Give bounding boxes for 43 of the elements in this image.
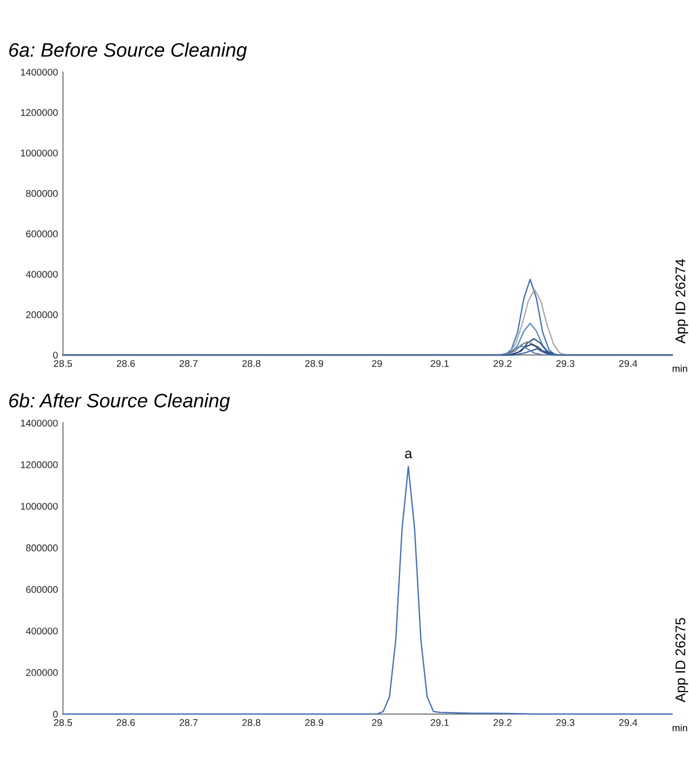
x-tick-label: 29 xyxy=(372,719,382,726)
y-tick-label: 1400000 xyxy=(21,420,58,427)
x-tick-label: 29.2 xyxy=(494,719,512,726)
y-tick-label: 400000 xyxy=(26,270,58,278)
y-tick-label: 200000 xyxy=(26,669,58,676)
x-tick-label: 28.6 xyxy=(116,360,135,367)
x-tick-label: 28.5 xyxy=(54,719,72,726)
x-tick-label: 28.7 xyxy=(180,360,198,367)
x-tick-label: 28.6 xyxy=(116,719,135,726)
y-tick-label: 1200000 xyxy=(21,109,58,116)
x-tick-label: 28.9 xyxy=(305,360,324,367)
y-tick-label: 400000 xyxy=(26,628,58,634)
y-tick-label: 1000000 xyxy=(21,502,58,510)
x-tick-label: 29.4 xyxy=(619,719,638,726)
x-tick-label: 28.9 xyxy=(305,719,324,726)
text: App ID 26274 xyxy=(675,259,688,344)
x-tick-label: 29.2 xyxy=(494,360,512,367)
x-axis-title: min xyxy=(672,724,688,732)
x-tick-label: 28.8 xyxy=(242,719,260,726)
x-tick-label: 28.8 xyxy=(242,360,260,367)
chart-title: 6b: After Source Cleaning xyxy=(9,393,230,412)
x-tick-label: 28.7 xyxy=(180,719,198,726)
x-tick-label: 29 xyxy=(372,360,382,367)
x-tick-label: 29.1 xyxy=(430,719,449,726)
y-tick-label: 600000 xyxy=(26,586,58,593)
y-tick-label: 1200000 xyxy=(21,461,58,468)
x-tick-label: 29.1 xyxy=(430,360,449,367)
x-tick-label: 29.3 xyxy=(556,360,574,367)
chart-title: 6a: Before Source Cleaning xyxy=(9,42,247,61)
y-tick-label: 600000 xyxy=(26,230,58,238)
y-tick-label: 0 xyxy=(53,710,58,718)
x-tick-label: 28.5 xyxy=(54,360,72,367)
annotation: a xyxy=(405,450,412,458)
x-tick-label: 29.3 xyxy=(556,719,574,726)
y-tick-label: 0 xyxy=(53,352,58,359)
x-tick-label: 29.4 xyxy=(619,360,638,367)
y-tick-label: 1400000 xyxy=(21,68,58,76)
y-tick-label: 1000000 xyxy=(21,150,58,156)
x-axis-title: min xyxy=(672,364,688,372)
y-tick-label: 200000 xyxy=(26,311,58,318)
y-tick-label: 800000 xyxy=(26,190,58,197)
text: App ID 26275 xyxy=(675,618,688,702)
y-tick-label: 800000 xyxy=(26,544,58,552)
